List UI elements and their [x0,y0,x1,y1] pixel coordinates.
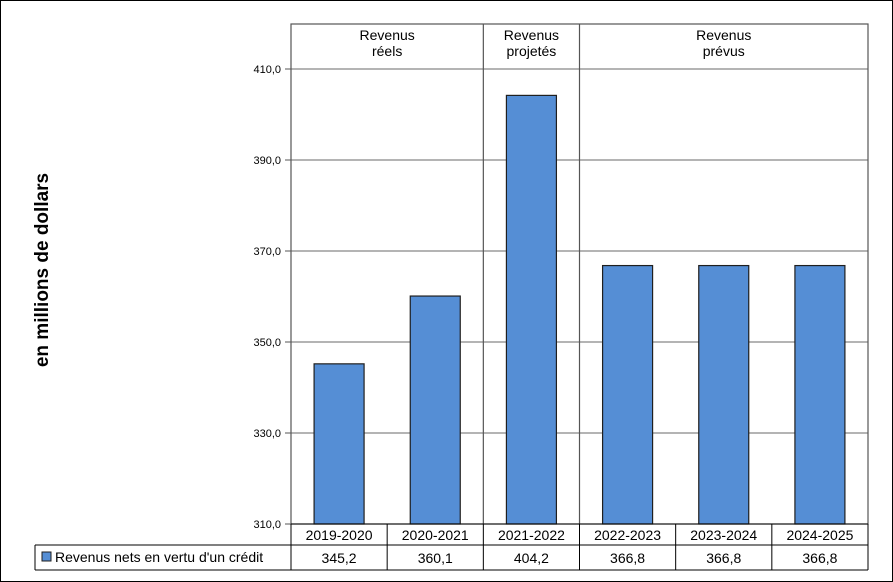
y-tick-label: 410,0 [253,64,281,76]
bar [409,295,461,525]
category-label: 2023-2024 [690,527,757,543]
bars [313,94,846,525]
bar [601,264,654,525]
y-tick-label: 310,0 [253,519,281,531]
category-label: 2020-2021 [402,527,469,543]
period-header-line2: prévus [703,43,745,59]
period-header-line2: projetés [507,43,557,59]
y-tick-label: 330,0 [253,428,281,440]
data-value-label: 366,8 [706,550,741,566]
y-ticks: 310,0 330,0 350,0 370,0 390,0 410,0 [253,64,291,531]
bar [698,264,750,525]
data-value-label: 345,2 [322,550,357,566]
data-value-label: 360,1 [418,550,453,566]
data-value-label: 404,2 [514,550,549,566]
category-label: 2019-2020 [306,527,373,543]
y-tick-label: 370,0 [253,246,281,258]
data-value-label: 366,8 [802,550,837,566]
legend-swatch [41,551,52,562]
category-label: 2022-2023 [594,527,661,543]
bar [505,94,558,525]
period-header-line1: Revenus [504,27,559,43]
y-tick-label: 390,0 [253,155,281,167]
legend-label: Revenus nets en vertu d'un crédit [55,549,263,565]
period-header-line1: Revenus [696,27,751,43]
category-label: 2024-2025 [786,527,853,543]
data-value-label: 366,8 [610,550,645,566]
y-axis-label: en millions de dollars [32,173,53,367]
bar [313,363,365,525]
category-label: 2021-2022 [498,527,565,543]
data-table: 2019-2020 345,2 2020-2021 360,1 2021-2022 404… [34,523,869,571]
bar [794,264,846,525]
period-header-line2: réels [372,43,402,59]
y-tick-label: 350,0 [253,337,281,349]
period-header-line1: Revenus [360,27,415,43]
